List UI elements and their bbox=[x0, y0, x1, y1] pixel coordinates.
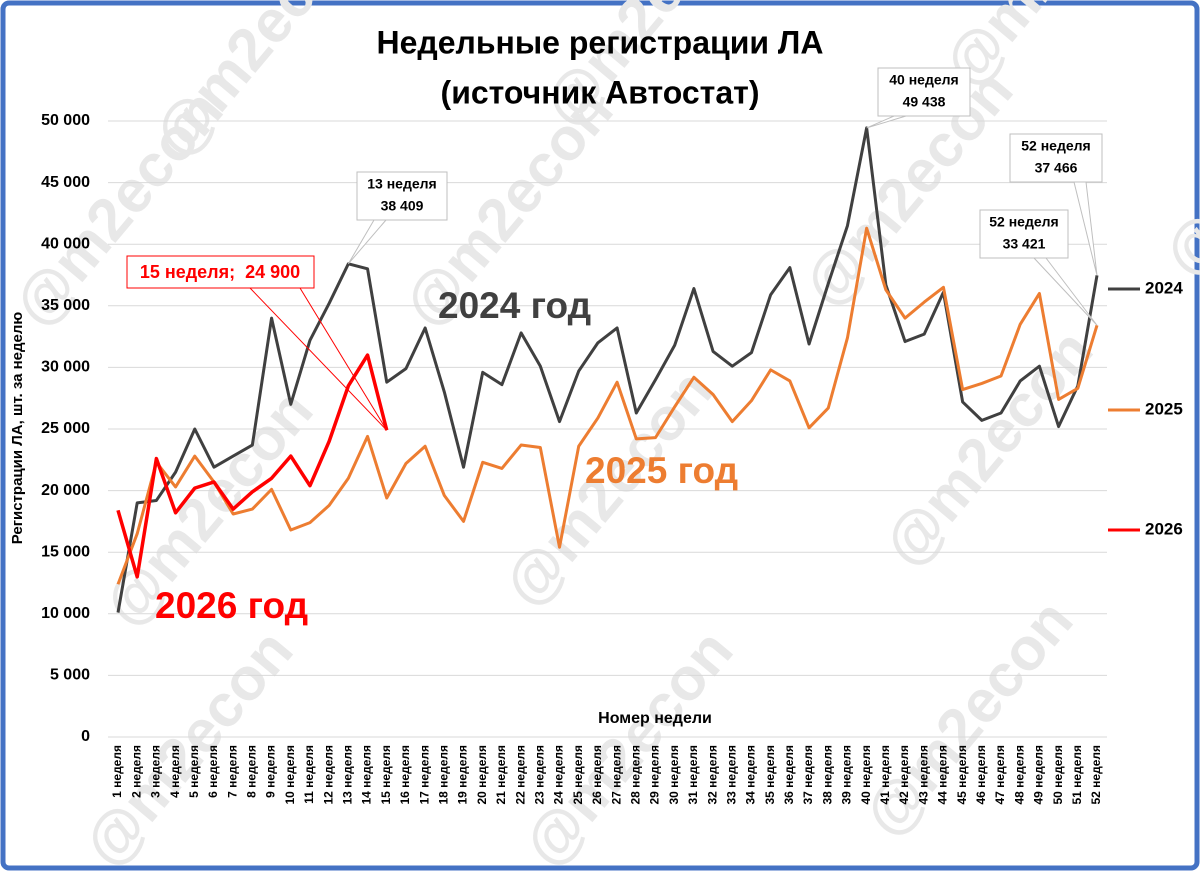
x-tick-label: 50 неделя bbox=[1051, 745, 1065, 805]
x-tick-label: 36 неделя bbox=[782, 745, 796, 805]
chart-title: (источник Автостат) bbox=[441, 74, 760, 110]
series-line bbox=[116, 226, 1099, 585]
callout-box bbox=[877, 67, 971, 117]
x-tick-label: 25 неделя bbox=[571, 745, 585, 805]
x-tick-label: 10 неделя bbox=[283, 745, 297, 805]
x-tick-label: 13 неделя bbox=[341, 745, 355, 805]
y-tick-label: 0 bbox=[81, 728, 90, 745]
x-tick-label: 2 неделя bbox=[129, 745, 143, 798]
x-tick-label: 20 неделя bbox=[475, 745, 489, 805]
y-tick-label: 50 000 bbox=[41, 112, 90, 129]
x-tick-label: 11 неделя bbox=[302, 745, 316, 804]
x-tick-label: 31 неделя bbox=[686, 745, 700, 805]
x-tick-label: 19 неделя bbox=[456, 745, 470, 805]
x-tick-label: 46 неделя bbox=[974, 745, 988, 805]
series-annotation: 2026 год bbox=[155, 585, 308, 626]
x-tick-label: 1 неделя bbox=[110, 745, 124, 798]
x-tick-label: 28 неделя bbox=[628, 745, 642, 805]
callout-text: 13 неделя bbox=[367, 176, 436, 192]
callout-box bbox=[1009, 133, 1103, 183]
x-tick-label: 49 неделя bbox=[1032, 745, 1046, 805]
y-tick-label: 20 000 bbox=[41, 482, 90, 499]
x-tick-label: 33 неделя bbox=[724, 745, 738, 805]
x-tick-label: 23 неделя bbox=[532, 745, 546, 805]
x-tick-label: 40 неделя bbox=[859, 745, 873, 805]
callout-pointer bbox=[1073, 181, 1098, 276]
x-tick-label: 26 неделя bbox=[590, 745, 604, 805]
callout-pointer bbox=[1033, 257, 1098, 326]
callout-text: 15 неделя; 24 900 bbox=[140, 262, 300, 282]
callout-text: 52 неделя bbox=[1021, 138, 1090, 154]
x-tick-label: 52 неделя bbox=[1089, 745, 1103, 805]
legend-label: 2024 bbox=[1145, 278, 1183, 297]
x-tick-label: 15 неделя bbox=[379, 745, 393, 805]
callout-pointer bbox=[866, 115, 907, 129]
x-tick-label: 32 неделя bbox=[705, 745, 719, 805]
series-annotation: 2025 год bbox=[585, 450, 738, 491]
callout-pointer bbox=[249, 287, 388, 431]
x-tick-label: 14 неделя bbox=[360, 745, 374, 805]
y-tick-label: 45 000 bbox=[41, 174, 90, 191]
y-tick-label: 5 000 bbox=[50, 667, 90, 684]
y-axis-label: Регистрации ЛА, шт. за неделю bbox=[9, 312, 26, 545]
series-line bbox=[116, 126, 1099, 613]
chart-title: Недельные регистрации ЛА bbox=[377, 24, 824, 60]
callout-text: 33 421 bbox=[1003, 236, 1046, 252]
callout-text: 38 409 bbox=[381, 198, 424, 214]
y-tick-label: 15 000 bbox=[41, 543, 90, 560]
x-tick-label: 29 неделя bbox=[648, 745, 662, 805]
x-tick-label: 22 неделя bbox=[513, 745, 527, 805]
series-line bbox=[116, 353, 389, 579]
x-tick-label: 30 неделя bbox=[667, 745, 681, 805]
x-tick-label: 43 неделя bbox=[916, 745, 930, 805]
callout-pointer bbox=[299, 287, 388, 431]
y-tick-label: 35 000 bbox=[41, 297, 90, 314]
y-tick-label: 40 000 bbox=[41, 235, 90, 252]
x-tick-label: 45 неделя bbox=[955, 745, 969, 805]
callout-box bbox=[356, 171, 448, 221]
x-tick-label: 7 неделя bbox=[225, 745, 239, 798]
callout-pointer bbox=[347, 219, 387, 265]
x-tick-label: 5 неделя bbox=[187, 745, 201, 798]
x-tick-label: 12 неделя bbox=[321, 745, 335, 805]
x-tick-label: 44 неделя bbox=[936, 745, 950, 805]
x-tick-label: 27 неделя bbox=[609, 745, 623, 805]
x-tick-label: 16 неделя bbox=[398, 745, 412, 805]
series-annotation: 2024 год bbox=[438, 285, 591, 326]
x-tick-label: 6 неделя bbox=[206, 745, 220, 798]
x-tick-label: 42 неделя bbox=[897, 745, 911, 805]
callout-text: 52 неделя bbox=[989, 214, 1058, 230]
callout-box bbox=[126, 255, 315, 289]
y-tick-label: 25 000 bbox=[41, 420, 90, 437]
callout-text: 40 неделя bbox=[889, 72, 958, 88]
x-tick-label: 37 неделя bbox=[801, 745, 815, 805]
x-tick-label: 48 неделя bbox=[1012, 745, 1026, 805]
x-tick-label: 35 неделя bbox=[763, 745, 777, 805]
x-tick-label: 34 неделя bbox=[744, 745, 758, 805]
x-tick-label: 9 неделя bbox=[264, 745, 278, 798]
callout-box bbox=[979, 209, 1069, 259]
y-tick-label: 30 000 bbox=[41, 359, 90, 376]
legend-label: 2025 bbox=[1145, 399, 1183, 418]
x-tick-label: 24 неделя bbox=[552, 745, 566, 805]
x-tick-label: 18 неделя bbox=[437, 745, 451, 805]
x-tick-label: 51 неделя bbox=[1070, 745, 1084, 805]
x-tick-label: 39 неделя bbox=[840, 745, 854, 805]
x-tick-label: 38 неделя bbox=[820, 745, 834, 805]
x-tick-label: 47 неделя bbox=[993, 745, 1007, 805]
x-tick-label: 4 неделя bbox=[168, 745, 182, 798]
legend-label: 2026 bbox=[1145, 519, 1183, 538]
x-tick-label: 41 неделя bbox=[878, 745, 892, 805]
x-tick-label: 21 неделя bbox=[494, 745, 508, 805]
y-tick-label: 10 000 bbox=[41, 605, 90, 622]
x-axis-label: Номер недели bbox=[598, 710, 712, 727]
x-tick-label: 3 неделя bbox=[149, 745, 163, 798]
x-tick-label: 17 неделя bbox=[417, 745, 431, 805]
callout-text: 37 466 bbox=[1035, 160, 1078, 176]
callout-text: 49 438 bbox=[903, 94, 946, 110]
x-tick-label: 8 неделя bbox=[245, 745, 259, 798]
